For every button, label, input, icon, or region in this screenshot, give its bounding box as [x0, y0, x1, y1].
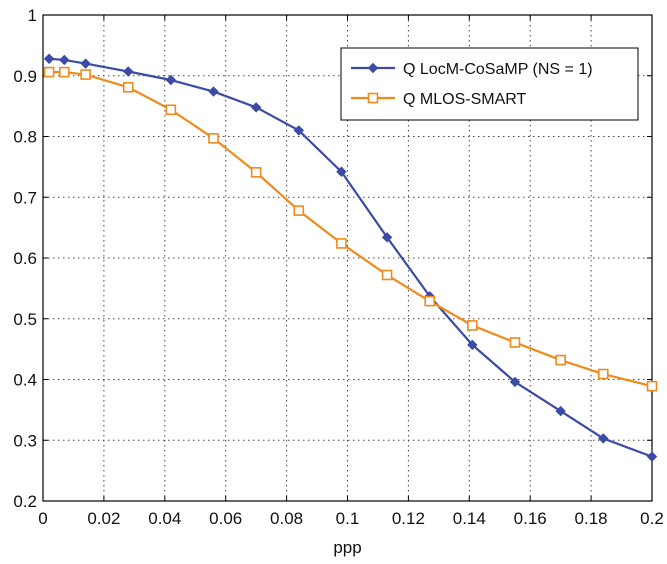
data-point — [467, 339, 478, 351]
y-tick-label: 1 — [28, 6, 37, 25]
y-tick-label: 0.2 — [13, 492, 37, 511]
data-point — [509, 376, 521, 388]
data-point — [43, 53, 55, 64]
series-2 — [43, 66, 658, 392]
data-point — [59, 66, 70, 78]
data-point — [598, 433, 609, 444]
data-point — [555, 405, 566, 417]
data-point — [597, 368, 609, 380]
axis-ticks: 0 0.02 0.04 0.06 0.08 0.1 0.12 0.14 0.16 0.18 0.2 0… — [13, 6, 663, 528]
y-tick-label: 0.8 — [13, 128, 37, 147]
data-point — [80, 58, 91, 69]
data-point — [555, 354, 566, 366]
x-tick-label: 0.04 — [148, 509, 181, 528]
data-point — [123, 66, 134, 77]
legend-entry-label: Q LocM-CoSaMP (NS = 1) — [403, 61, 593, 78]
x-tick-label: 0.02 — [87, 509, 120, 528]
x-tick-label: 0.18 — [575, 509, 608, 528]
data-point — [165, 74, 177, 86]
data-point — [381, 232, 393, 243]
x-tick-label: 0 — [38, 509, 47, 528]
series-1 — [43, 53, 658, 462]
data-point — [250, 167, 262, 178]
series-line — [49, 57, 653, 458]
x-tick-label: 0.08 — [270, 509, 303, 528]
data-point — [208, 133, 219, 144]
data-point — [646, 451, 658, 462]
data-point — [646, 380, 658, 392]
data-point — [509, 337, 521, 348]
data-point — [59, 54, 70, 66]
data-point — [293, 125, 304, 136]
y-tick-label: 0.6 — [13, 249, 37, 268]
y-tick-label: 0.9 — [13, 67, 37, 86]
data-point — [208, 86, 219, 97]
legend-swatch-marker — [367, 62, 379, 74]
legend-entry-label: Q MLOS-SMART — [403, 91, 527, 108]
legend-swatch-marker — [367, 92, 379, 104]
series-line — [49, 71, 653, 388]
data-point — [381, 269, 393, 281]
data-point — [336, 238, 347, 249]
data-point — [80, 69, 91, 80]
data-point — [424, 295, 436, 307]
x-tick-label: 0.1 — [336, 509, 360, 528]
x-tick-label: 0.16 — [514, 509, 547, 528]
data-point — [467, 320, 478, 331]
y-tick-label: 0.5 — [13, 310, 37, 329]
data-point — [250, 102, 262, 113]
x-tick-label: 0.2 — [640, 509, 664, 528]
data-point — [122, 81, 134, 93]
series-layer — [43, 53, 658, 462]
y-tick-label: 0.7 — [13, 188, 37, 207]
x-tick-label: 0.14 — [453, 509, 486, 528]
data-point — [293, 205, 305, 216]
data-point — [165, 104, 177, 116]
x-axis-title: ppp — [333, 538, 361, 557]
legend: Q LocM-CoSaMP (NS = 1) Q MLOS-SMART — [340, 47, 639, 121]
y-tick-label: 0.3 — [13, 431, 37, 450]
x-tick-label: 0.06 — [209, 509, 242, 528]
legend-box — [340, 47, 639, 121]
data-point — [43, 66, 55, 78]
y-tick-label: 0.4 — [13, 371, 37, 390]
x-tick-label: 0.12 — [392, 509, 425, 528]
data-point — [336, 166, 347, 177]
